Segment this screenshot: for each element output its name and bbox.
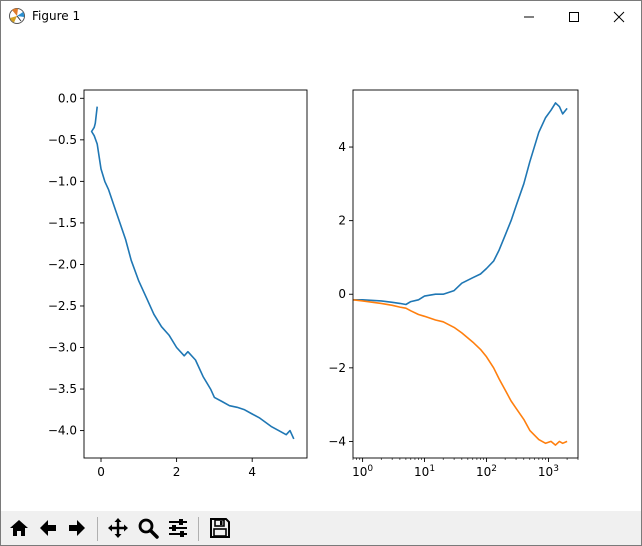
toolbar-separator xyxy=(198,517,199,541)
forward-button[interactable] xyxy=(64,515,90,541)
save-icon xyxy=(210,518,230,538)
arrow-left-icon xyxy=(40,520,56,536)
title-bar[interactable]: Figure 1 xyxy=(1,1,641,32)
pan-button[interactable] xyxy=(105,515,131,541)
maximize-icon xyxy=(568,11,579,22)
close-icon xyxy=(613,11,624,22)
axes-frame xyxy=(83,89,308,459)
y-tick-label: 0 xyxy=(338,287,346,301)
y-tick-label: −2.5 xyxy=(48,299,77,313)
x-tick-label: 102 xyxy=(476,464,497,479)
save-button[interactable] xyxy=(207,515,233,541)
move-icon xyxy=(108,518,128,538)
navigation-toolbar xyxy=(1,511,641,545)
home-button[interactable] xyxy=(6,515,32,541)
y-tick-label: 0.0 xyxy=(58,91,77,105)
y-tick-label: −2 xyxy=(328,361,346,375)
x-tick-label: 2 xyxy=(173,465,181,479)
x-tick-label: 100 xyxy=(352,464,373,479)
y-tick-label: −0.5 xyxy=(48,133,77,147)
left-axes: 0 2 4 0.0 −0.5 −1.0 −1.5 −2.0 −2.5 −3.0 −3.5 −4.0 xyxy=(48,89,308,479)
y-tick-label: −3.0 xyxy=(48,341,77,355)
y-tick-label: −1.5 xyxy=(48,216,77,230)
back-button[interactable] xyxy=(35,515,61,541)
close-button[interactable] xyxy=(596,1,641,32)
arrow-right-icon xyxy=(69,520,85,536)
x-tick-label: 0 xyxy=(97,465,105,479)
y-tick-label: −4.0 xyxy=(48,424,77,438)
matplotlib-logo-icon xyxy=(8,7,26,25)
axes-frame xyxy=(352,89,579,459)
home-icon xyxy=(10,520,28,536)
maximize-button[interactable] xyxy=(551,1,596,32)
zoom-icon xyxy=(138,518,159,539)
y-tick-label: −1.0 xyxy=(48,174,77,188)
right-axes: 100 101 102 103 4 2 0 −2 −4 xyxy=(328,89,579,479)
figure-plots: 0 2 4 0.0 −0.5 −1.0 −1.5 −2.0 −2.5 −3.0 −3.5 −4.0 1… xyxy=(48,89,579,479)
series-line-2 xyxy=(352,299,568,446)
minimize-button[interactable] xyxy=(506,1,551,32)
series-line-1 xyxy=(90,106,295,440)
zoom-button[interactable] xyxy=(135,515,161,541)
toolbar-separator xyxy=(97,517,98,541)
y-tick-label: −4 xyxy=(328,434,346,448)
minimize-icon xyxy=(523,16,534,17)
sliders-icon xyxy=(169,519,187,537)
series-line-1 xyxy=(353,102,568,306)
y-tick-label: −2.0 xyxy=(48,257,77,271)
y-tick-label: 2 xyxy=(338,214,346,228)
x-tick-label: 101 xyxy=(414,464,435,479)
window-title: Figure 1 xyxy=(32,9,81,23)
figure-canvas[interactable]: 0 2 4 0.0 −0.5 −1.0 −1.5 −2.0 −2.5 −3.0 −3.5 −4.0 1… xyxy=(1,32,641,510)
y-tick-label: 4 xyxy=(338,140,346,154)
x-tick-label: 4 xyxy=(248,465,256,479)
x-tick-label: 103 xyxy=(538,464,559,479)
y-tick-label: −3.5 xyxy=(48,382,77,396)
configure-subplots-button[interactable] xyxy=(165,515,191,541)
